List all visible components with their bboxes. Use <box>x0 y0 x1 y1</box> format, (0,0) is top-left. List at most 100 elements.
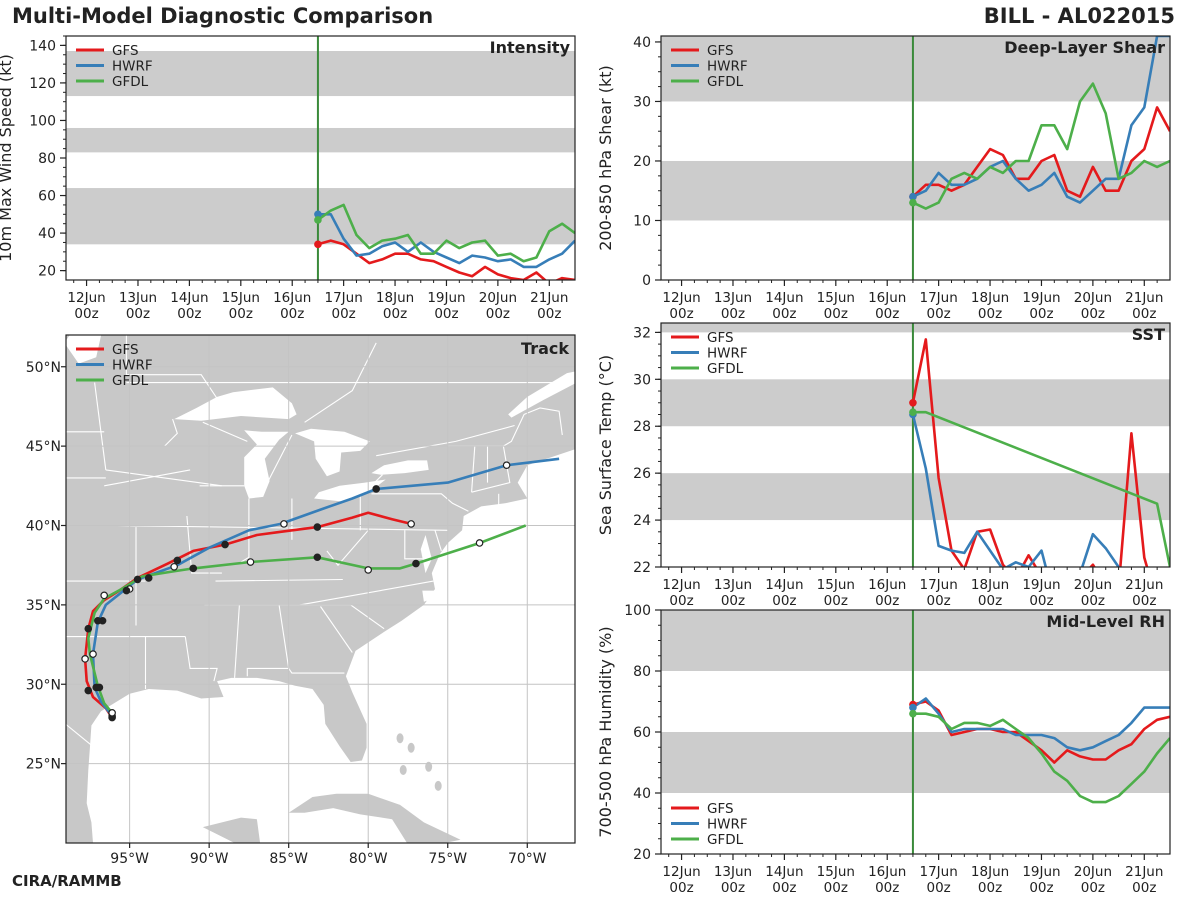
state-boundary <box>288 668 345 674</box>
sst-legend-gfdl-label: GFDL <box>707 361 744 377</box>
sst-gfs-line <box>911 338 1149 567</box>
state-boundary <box>164 418 178 447</box>
track-gfdl-position-marker <box>412 559 420 568</box>
track-gfs-position-marker <box>81 655 89 663</box>
intensity-y-tick-label: 40 <box>38 226 56 242</box>
track-y-tick-label: 45°N <box>26 439 61 455</box>
sst-panel-title: SST <box>1132 325 1165 344</box>
sst-x-tick-day: 14Jun <box>765 577 803 593</box>
intensity-x-tick-hour: 00z <box>383 306 407 322</box>
shear-x-tick-day: 12Jun <box>662 290 700 306</box>
track-gfs-position-marker <box>173 556 182 565</box>
track-y-tick-label: 30°N <box>26 677 61 693</box>
shear-y-tick-label: 10 <box>633 213 651 229</box>
intensity-gfdl-line <box>317 203 575 263</box>
intensity-legend-gfs-label: GFS <box>112 43 139 59</box>
sst-x-tick-day: 15Jun <box>817 577 855 593</box>
intensity-legend-gfdl-label: GFDL <box>112 74 149 90</box>
intensity-x-tick-hour: 00z <box>486 306 510 322</box>
intensity-legend-hwrf-label: HWRF <box>112 59 153 75</box>
rh-x-tick-day: 13Jun <box>714 864 752 880</box>
intensity-threshold-band <box>66 127 575 153</box>
sst-x-tick-hour: 00z <box>1081 593 1105 609</box>
intensity-hwrf-line <box>317 213 575 269</box>
intensity-x-tick-hour: 00z <box>280 306 304 322</box>
land-bahamas-island <box>396 733 404 744</box>
sst-y-tick-label: 30 <box>633 372 651 388</box>
rh-x-tick-hour: 00z <box>875 880 899 896</box>
intensity-y-tick-label: 140 <box>29 38 56 54</box>
sst-x-tick-day: 17Jun <box>919 577 957 593</box>
track-legend-gfdl-label: GFDL <box>112 373 149 389</box>
lake-superior <box>174 387 297 421</box>
intensity-panel: 2040608010012014012Jun00z13Jun00z14Jun00… <box>0 35 576 322</box>
rh-gfdl-init-point <box>909 709 917 718</box>
rh-y-tick-label: 40 <box>633 786 651 802</box>
sst-frame <box>660 322 1171 568</box>
rh-threshold-band <box>661 610 1170 671</box>
track-hwrf-position-marker <box>372 485 380 493</box>
track-gfdl-position-marker <box>189 564 198 573</box>
intensity-hwrf-init-point <box>314 210 322 219</box>
rh-y-axis-label: 700-500 hPa Humidity (%) <box>596 626 615 837</box>
rh-panel-title: Mid-Level RH <box>1046 612 1165 631</box>
sst-x-tick-hour: 00z <box>669 593 693 609</box>
sst-x-tick-hour: 00z <box>772 593 796 609</box>
state-boundary <box>471 446 511 493</box>
rh-x-tick-hour: 00z <box>669 880 693 896</box>
track-gfs-position-marker <box>84 686 93 695</box>
shear-x-tick-hour: 00z <box>875 306 899 322</box>
intensity-x-tick-day: 20Jun <box>479 290 517 306</box>
intensity-gfs-init-point <box>314 240 322 249</box>
intensity-x-tick-day: 19Jun <box>427 290 465 306</box>
shear-x-tick-hour: 00z <box>721 306 745 322</box>
sst-threshold-band <box>661 323 1170 333</box>
state-boundary <box>259 434 293 498</box>
shear-gfdl-line <box>912 82 1170 210</box>
state-boundary <box>326 529 369 567</box>
shear-hwrf-line <box>912 36 1170 204</box>
track-y-tick-label: 25°N <box>26 757 61 773</box>
rh-x-tick-day: 19Jun <box>1022 864 1060 880</box>
track-gfs-position-marker <box>221 540 229 549</box>
shear-series-group <box>912 36 1170 210</box>
intensity-x-tick-hour: 00z <box>177 306 201 322</box>
intensity-x-tick-hour: 00z <box>74 306 98 322</box>
intensity-x-tick-hour: 00z <box>332 306 356 322</box>
track-gfdl-position-marker <box>94 616 102 625</box>
rh-threshold-band <box>661 732 1170 793</box>
state-boundary <box>246 667 289 677</box>
lake-ontario <box>371 460 429 475</box>
track-x-tick-label: 80°W <box>349 851 388 867</box>
rh-x-tick-hour: 00z <box>824 880 848 896</box>
track-map-group <box>66 335 575 843</box>
intensity-x-tick-day: 17Jun <box>324 290 362 306</box>
track-gfs-position-marker <box>84 624 93 633</box>
track-panel-title: Track <box>521 339 569 358</box>
land-bahamas-island <box>407 742 415 753</box>
state-boundary <box>234 604 240 678</box>
state-boundary <box>318 474 383 495</box>
shear-x-tick-day: 16Jun <box>868 290 906 306</box>
intensity-y-tick-label: 20 <box>38 264 56 280</box>
intensity-gfs-line <box>317 239 575 280</box>
shear-x-tick-day: 21Jun <box>1125 290 1163 306</box>
shear-x-tick-hour: 00z <box>772 306 796 322</box>
land-cuba <box>288 793 461 843</box>
state-boundary <box>186 515 222 574</box>
rh-x-tick-hour: 00z <box>978 880 1002 896</box>
land-bahamas-island <box>399 764 407 775</box>
shear-x-tick-day: 13Jun <box>714 290 752 306</box>
rh-x-tick-day: 14Jun <box>765 864 803 880</box>
land-bahamas-island <box>425 761 433 772</box>
intensity-x-tick-day: 21Jun <box>530 290 568 306</box>
sst-x-tick-hour: 00z <box>824 593 848 609</box>
state-boundary <box>215 578 343 582</box>
rh-x-tick-day: 12Jun <box>662 864 700 880</box>
track-gfdl-position-marker <box>144 574 153 582</box>
sst-x-tick-day: 19Jun <box>1022 577 1060 593</box>
state-boundary <box>240 498 250 563</box>
track-gfs-line <box>83 511 412 719</box>
rh-hwrf-init-point <box>909 703 917 712</box>
